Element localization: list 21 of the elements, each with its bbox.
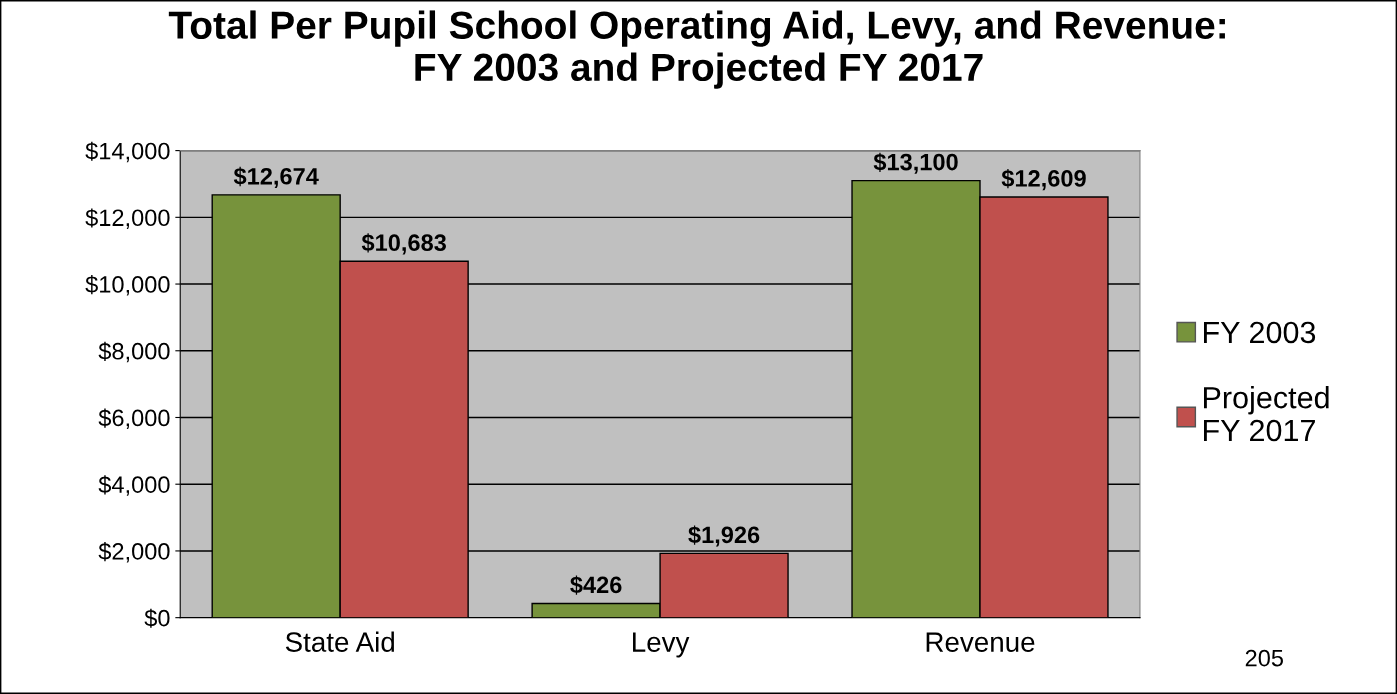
data-label: $12,609 [1001,169,1086,191]
y-tick-label: $0 [144,608,170,628]
x-tick-label: Revenue [926,632,1035,652]
legend-label: FY 2003 [1204,321,1316,344]
data-label: $1,926 [688,525,760,547]
data-label: $426 [570,575,622,595]
y-tick-label: $10,000 [85,275,170,296]
data-label: $13,100 [873,152,958,174]
x-tick-label: State Aid [285,631,394,652]
data-label: $10,683 [361,233,446,255]
y-tick-label: $8,000 [98,341,170,363]
y-tick-label: $2,000 [98,542,170,563]
chart-title: Total Per Pupil School Operating Aid, Levy, and Revenue: FY 2003 and Projected FY 2017 [168,10,1225,89]
legend-label: Projected FY 2017 [1204,386,1329,442]
y-tick-label: $14,000 [85,141,170,163]
y-tick-label: $4,000 [98,475,170,496]
y-tick-label: $6,000 [98,408,170,430]
text: 205 [1245,649,1283,667]
x-tick-label: Levy [633,632,690,658]
y-tick-label: $12,000 [85,208,170,229]
data-label: $12,674 [233,166,319,189]
